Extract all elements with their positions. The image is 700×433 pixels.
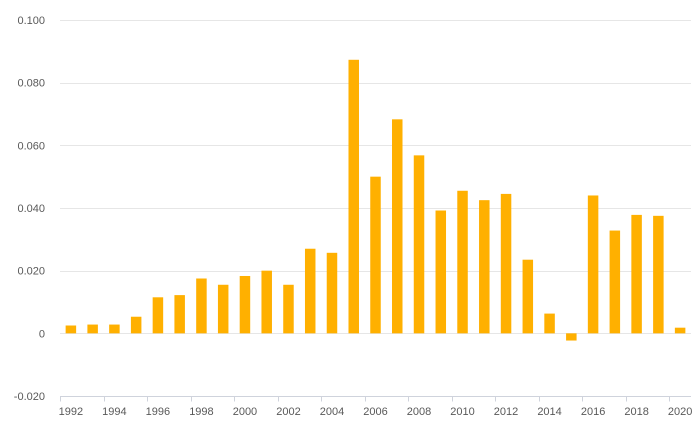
bar-2003: [304, 248, 316, 334]
bar-2019: [653, 215, 664, 334]
bar-2015: [566, 333, 577, 341]
bar-1997: [174, 295, 185, 334]
x-tick-label: 1994: [102, 406, 126, 418]
bar-2009: [435, 210, 447, 334]
x-tick-label: 2006: [363, 406, 387, 418]
y-tick-label: -0.020: [14, 391, 45, 403]
y-tick-label: 0.020: [17, 266, 45, 278]
bar-1999: [217, 284, 229, 334]
bar-2017: [609, 230, 621, 334]
y-axis-tick-labels: -0.020 0 0.020 0.040 0.060 0.080 0.100: [14, 15, 45, 403]
y-tick-label: 0.060: [17, 140, 45, 152]
x-tick-label: 2020: [668, 406, 692, 418]
bar-2013: [522, 259, 534, 334]
bar-2012: [500, 193, 512, 334]
y-tick-label: 0.080: [17, 78, 45, 90]
bar-2001: [261, 270, 272, 334]
bar-1994: [109, 324, 120, 334]
bar-2018: [631, 214, 642, 334]
bar-1995: [130, 316, 142, 334]
x-tick-label: 2014: [537, 406, 561, 418]
y-tick-label: 0.100: [17, 15, 45, 27]
bar-2005: [348, 59, 359, 334]
bars: [65, 59, 686, 341]
x-tick-label: 2004: [320, 406, 344, 418]
bar-2002: [283, 284, 294, 334]
y-tick-label: 0.040: [17, 203, 45, 215]
x-axis: [60, 396, 691, 402]
x-tick-label: 2012: [494, 406, 518, 418]
bar-2007: [392, 119, 403, 334]
x-tick-label: 1998: [189, 406, 213, 418]
x-tick-label: 2010: [450, 406, 474, 418]
bar-1992: [65, 325, 77, 334]
x-axis-tick-labels: 1992 1994 1996 1998 2000 2002 2004 2006 2008 2010…: [59, 406, 693, 418]
bar-2014: [544, 313, 555, 334]
bar-2020: [674, 327, 686, 334]
bar-2004: [326, 252, 338, 334]
bar-2016: [587, 195, 599, 334]
bar-2010: [457, 190, 468, 334]
bar-2011: [479, 200, 490, 334]
bar-1998: [196, 278, 207, 334]
x-tick-label: 1992: [59, 406, 83, 418]
x-tick-label: 1996: [146, 406, 170, 418]
bar-2008: [413, 155, 425, 334]
bar-1993: [87, 324, 98, 334]
bar-1996: [152, 297, 164, 334]
bar-2006: [370, 176, 381, 334]
x-tick-label: 2000: [233, 406, 257, 418]
x-tick-label: 2018: [624, 406, 648, 418]
x-tick-label: 2016: [581, 406, 605, 418]
bar-2000: [239, 275, 251, 334]
y-tick-label: 0: [39, 328, 45, 340]
x-tick-label: 2008: [407, 406, 431, 418]
x-tick-label: 2002: [276, 406, 300, 418]
